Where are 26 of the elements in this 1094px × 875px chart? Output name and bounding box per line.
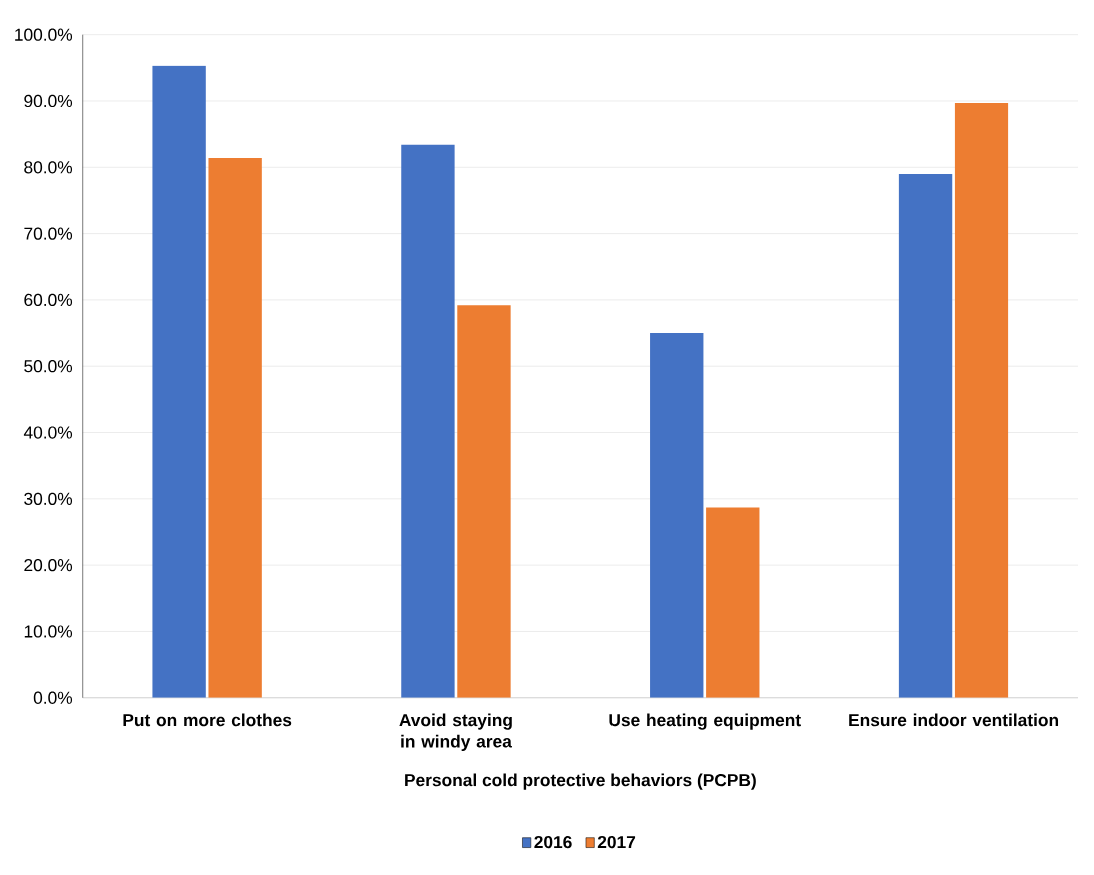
bar [208,157,262,698]
y-tick-label: 0.0% [33,691,73,704]
bar [152,65,206,698]
y-tick-label: 10.0% [24,625,73,638]
y-tick-label: 60.0% [24,293,73,306]
legend-label: 2016 [534,835,572,849]
x-axis-title: Personal cold protective behaviors (PCPB) [405,773,756,790]
bar [898,173,953,698]
x-tick-label: Use heating equipment [609,713,801,730]
y-tick-label: 90.0% [24,94,73,108]
y-tick-label: 80.0% [24,161,73,174]
bar [954,102,1009,698]
bar [650,332,704,698]
bar [401,144,455,698]
bar [706,507,760,698]
y-tick-label: 100.0% [15,28,73,41]
y-tick-label: 30.0% [24,492,73,505]
y-tick-label: 50.0% [24,359,73,373]
legend-label: 2017 [597,835,636,849]
bar [457,305,511,698]
y-tick-label: 70.0% [24,227,73,240]
y-tick-label: 40.0% [23,426,73,439]
x-tick-label: Ensure indoor ventilation [849,713,1059,727]
x-tick-label: Put on more clothes [123,713,292,727]
y-tick-label: 20.0% [24,558,73,572]
x-tick-label: Avoid staying in windy area [399,713,512,751]
